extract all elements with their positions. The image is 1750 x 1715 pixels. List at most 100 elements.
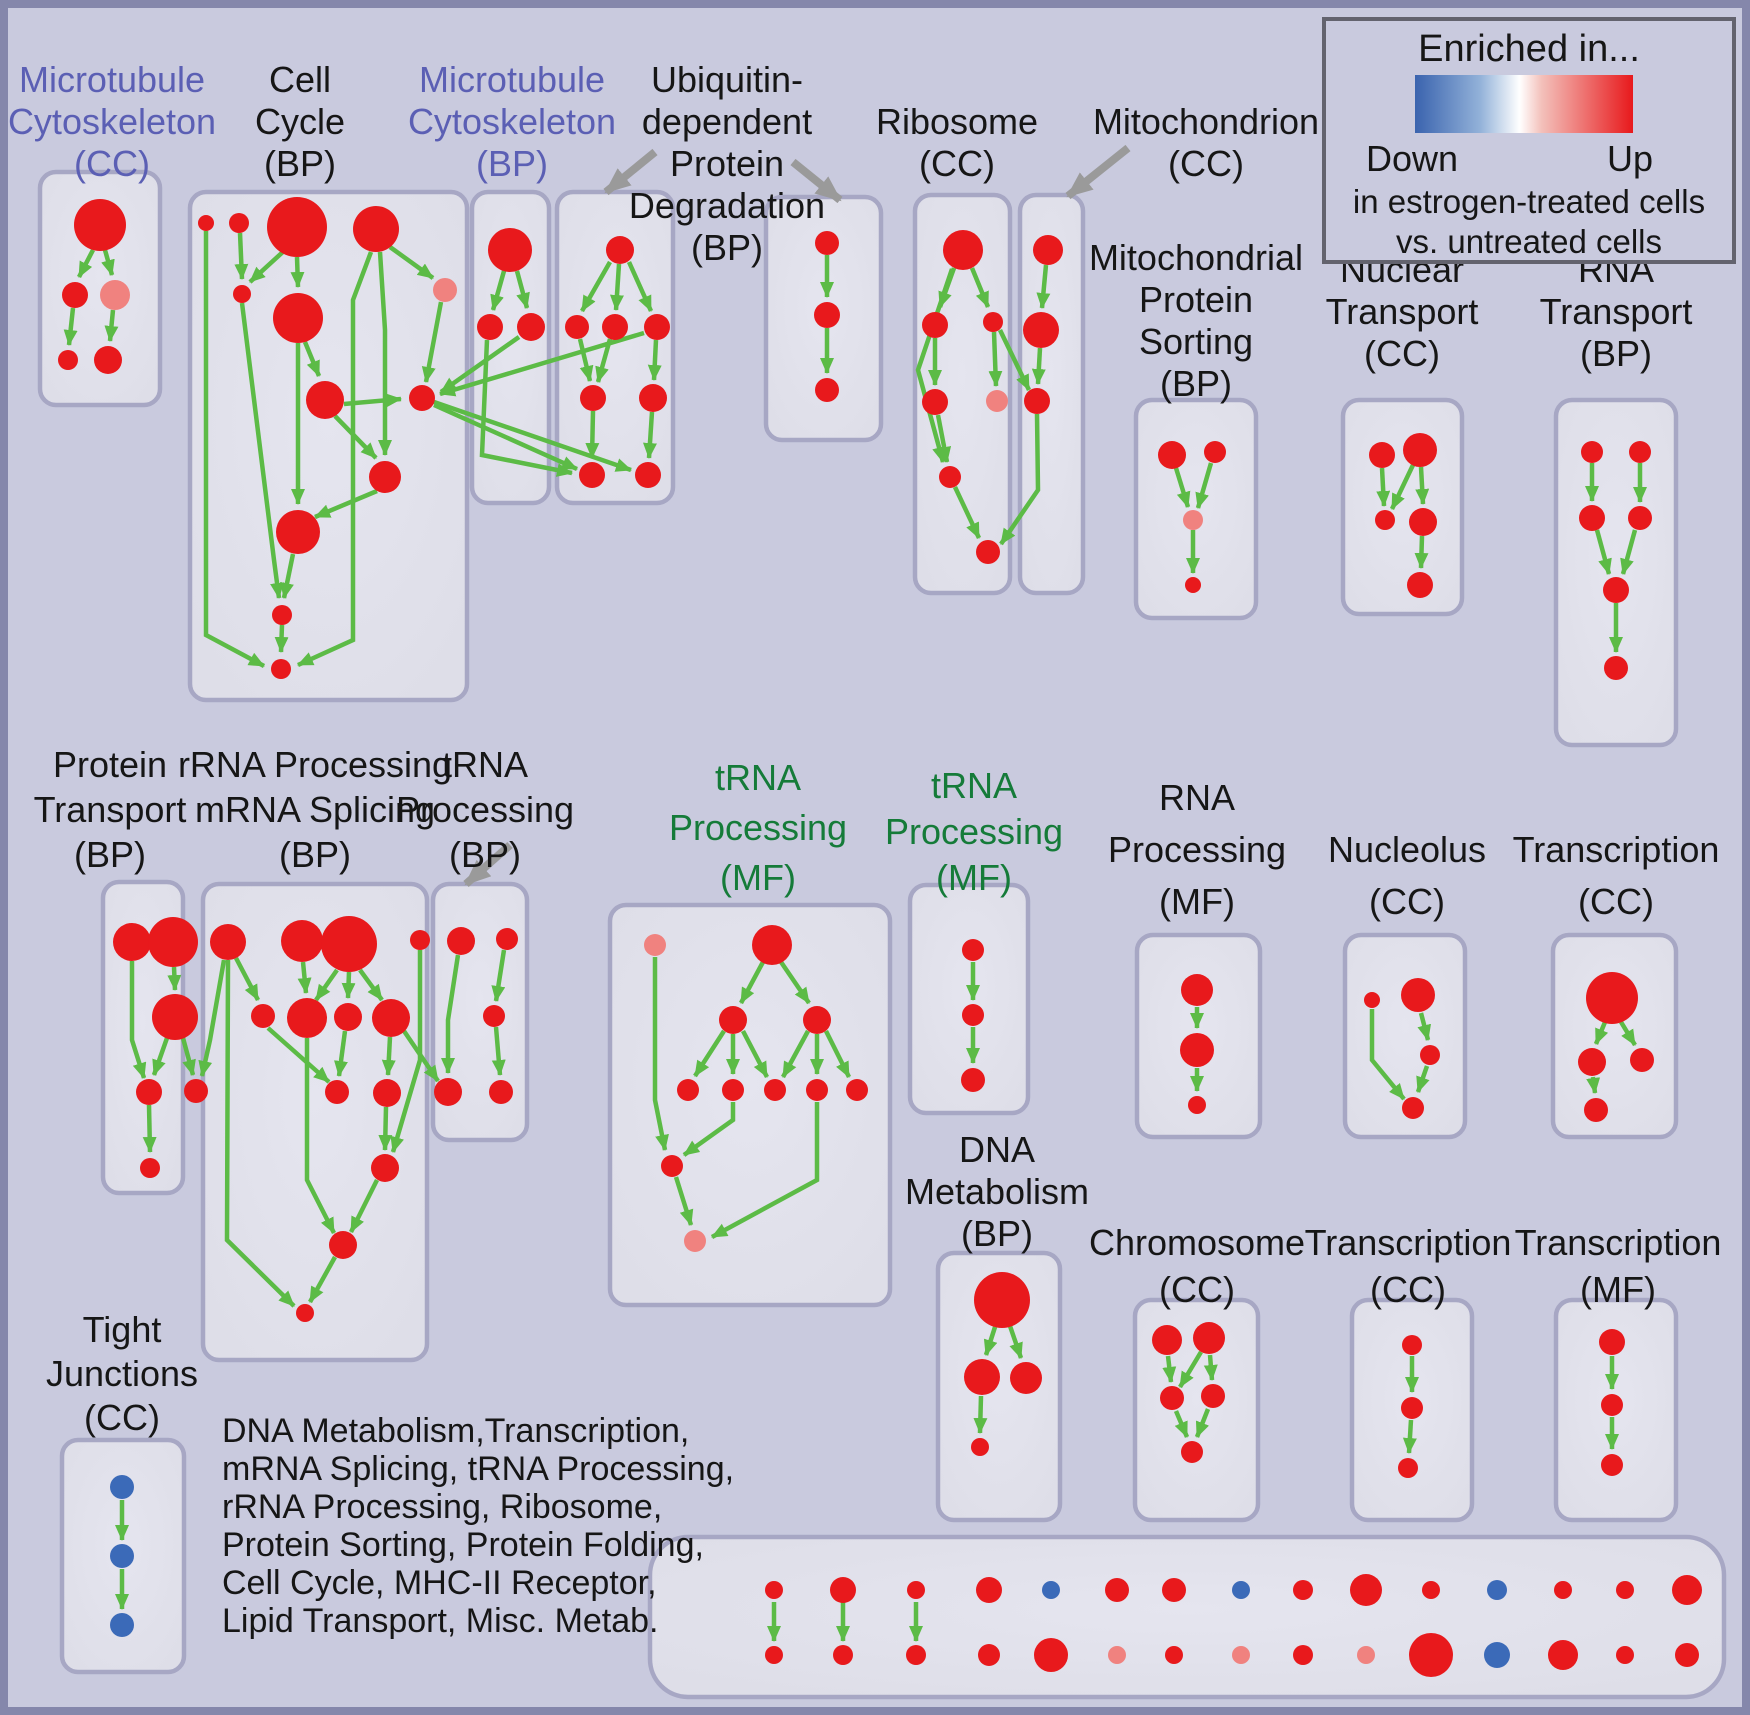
cluster-label-mitochondrion: (CC) xyxy=(1168,143,1244,184)
edge-mt-cc xyxy=(63,307,78,346)
edge-cell-cycle xyxy=(297,251,374,668)
bottom-dot xyxy=(765,1646,783,1664)
edge-trna-mf-large xyxy=(739,960,765,1005)
node-rna-transport xyxy=(1629,441,1651,463)
node-nucleolus xyxy=(1401,978,1435,1012)
edge-ribosome xyxy=(935,414,952,463)
edge-transcription-cc-row2 xyxy=(1593,1021,1609,1045)
edge-chromosome xyxy=(1203,1354,1218,1381)
edge-chromosome xyxy=(1162,1355,1177,1383)
edge-rrna-mrna xyxy=(224,959,296,1308)
node-mito-protein-sorting xyxy=(1185,577,1201,593)
bottom-dot xyxy=(1042,1581,1060,1599)
node-nuclear-transport xyxy=(1403,433,1437,467)
bottom-dot xyxy=(978,1644,1000,1666)
bottom-dot xyxy=(1675,1643,1699,1667)
node-trna-mf-large xyxy=(752,925,792,965)
cluster-label-cell-cycle: Cell xyxy=(269,59,331,100)
edge-cell-cycle xyxy=(314,488,378,520)
edge-trna-mf-large xyxy=(781,1029,810,1079)
node-cell-cycle xyxy=(353,206,399,252)
node-chromosome xyxy=(1201,1384,1225,1408)
node-rna-transport xyxy=(1579,505,1605,531)
cluster-label-rna-processing-mf: RNA xyxy=(1159,777,1235,818)
bottom-dot xyxy=(1165,1646,1183,1664)
edge-rrna-mrna xyxy=(198,959,227,1077)
cluster-label-tight-junctions: Tight xyxy=(83,1309,162,1350)
node-mitochondrion xyxy=(1023,312,1059,348)
node-ubiquitin-1 xyxy=(606,236,634,264)
node-rrna-mrna xyxy=(325,1080,349,1104)
node-rrna-mrna xyxy=(210,924,246,960)
cluster-label-protein-transport: Protein xyxy=(53,744,167,785)
edge-dna-metabolism xyxy=(973,1395,988,1434)
bottom-dot xyxy=(1484,1642,1510,1668)
edge-protein-transport xyxy=(151,1037,170,1076)
cluster-label-protein-transport: Transport xyxy=(34,789,187,830)
edge-ubiquitin-1 xyxy=(609,263,624,311)
node-cell-cycle xyxy=(306,381,344,419)
edge-ribosome xyxy=(969,267,991,308)
node-transcription-cc-row2 xyxy=(1578,1048,1606,1076)
edge-dna-metabolism xyxy=(983,1326,998,1356)
edge-protein-transport xyxy=(142,1104,157,1153)
edge-rrna-mrna xyxy=(297,961,312,994)
bottom-dot xyxy=(1548,1640,1578,1670)
node-protein-transport xyxy=(184,1079,208,1103)
summary-text-line: Cell Cycle, MHC-II Receptor, xyxy=(222,1564,657,1602)
cluster-label-transcription-cc-row2: Transcription xyxy=(1513,829,1720,870)
cluster-label-trna-bp: (BP) xyxy=(449,834,521,875)
cluster-label-trna-mf-small: Processing xyxy=(885,811,1063,852)
edge-rna-transport xyxy=(1594,529,1612,575)
node-ribosome xyxy=(986,390,1008,412)
bottom-dot xyxy=(906,1645,926,1665)
node-rrna-mrna xyxy=(410,930,430,950)
node-ubiquitin-1 xyxy=(580,385,606,411)
edge-mito-protein-sorting xyxy=(1173,467,1191,508)
node-mt-bp xyxy=(517,313,545,341)
node-trna-mf-small xyxy=(962,1004,984,1026)
edge-ubiquitin-1 xyxy=(577,338,594,382)
edge-rrna-mrna xyxy=(308,1255,337,1304)
node-mitochondrion xyxy=(1033,235,1063,265)
node-ribosome xyxy=(922,312,948,338)
node-cell-cycle xyxy=(267,197,327,257)
node-mt-cc xyxy=(74,199,126,251)
node-chromosome xyxy=(1152,1325,1182,1355)
edge-ribosome xyxy=(997,329,1032,391)
cluster-label-tight-junctions: (CC) xyxy=(84,1397,160,1438)
node-cell-cycle xyxy=(273,293,323,343)
node-nuclear-transport xyxy=(1375,510,1395,530)
bottom-dot xyxy=(1357,1646,1375,1664)
edge-mt-bp xyxy=(490,270,507,311)
summary-text-line: rRNA Processing, Ribosome, xyxy=(222,1488,662,1526)
bottom-dot xyxy=(1108,1646,1126,1664)
cluster-label-mt-cc: (CC) xyxy=(74,143,150,184)
edge-ubiquitin-1 xyxy=(585,410,600,459)
cluster-label-transcription-mf: Transcription xyxy=(1515,1222,1722,1263)
node-rna-transport xyxy=(1581,441,1603,463)
edge-mt-cc xyxy=(104,309,119,342)
edge-rrna-mrna xyxy=(390,950,423,1153)
node-transcription-cc-row2 xyxy=(1584,1098,1608,1122)
node-mito-protein-sorting xyxy=(1183,510,1203,530)
edge-chromosome xyxy=(1173,1410,1190,1438)
edge-cell-cycle xyxy=(248,248,287,284)
edge-mitochondrion xyxy=(1031,347,1046,385)
edge-cell-cycle xyxy=(203,231,266,668)
edge-trna-mf-large xyxy=(693,1029,726,1078)
node-ribosome xyxy=(983,312,1003,332)
edge-rrna-mrna xyxy=(266,1026,331,1084)
node-rna-transport xyxy=(1603,577,1629,603)
edge-ribosome xyxy=(915,268,955,463)
cluster-label-ubiquitin-1: Protein xyxy=(670,143,784,184)
edge-mt-bp xyxy=(439,335,521,394)
cluster-label-tight-junctions: Junctions xyxy=(46,1353,198,1394)
cluster-label-trna-bp: Processing xyxy=(396,789,574,830)
legend-subtitle-2: vs. untreated cells xyxy=(1396,223,1662,260)
summary-text-line: Protein Sorting, Protein Folding, xyxy=(222,1526,704,1564)
summary-text-line: DNA Metabolism,Transcription, xyxy=(222,1412,689,1450)
edge-trna-bp xyxy=(491,949,507,1002)
node-mt-cc xyxy=(58,350,78,370)
edge-ubiquitin-1 xyxy=(595,338,613,383)
